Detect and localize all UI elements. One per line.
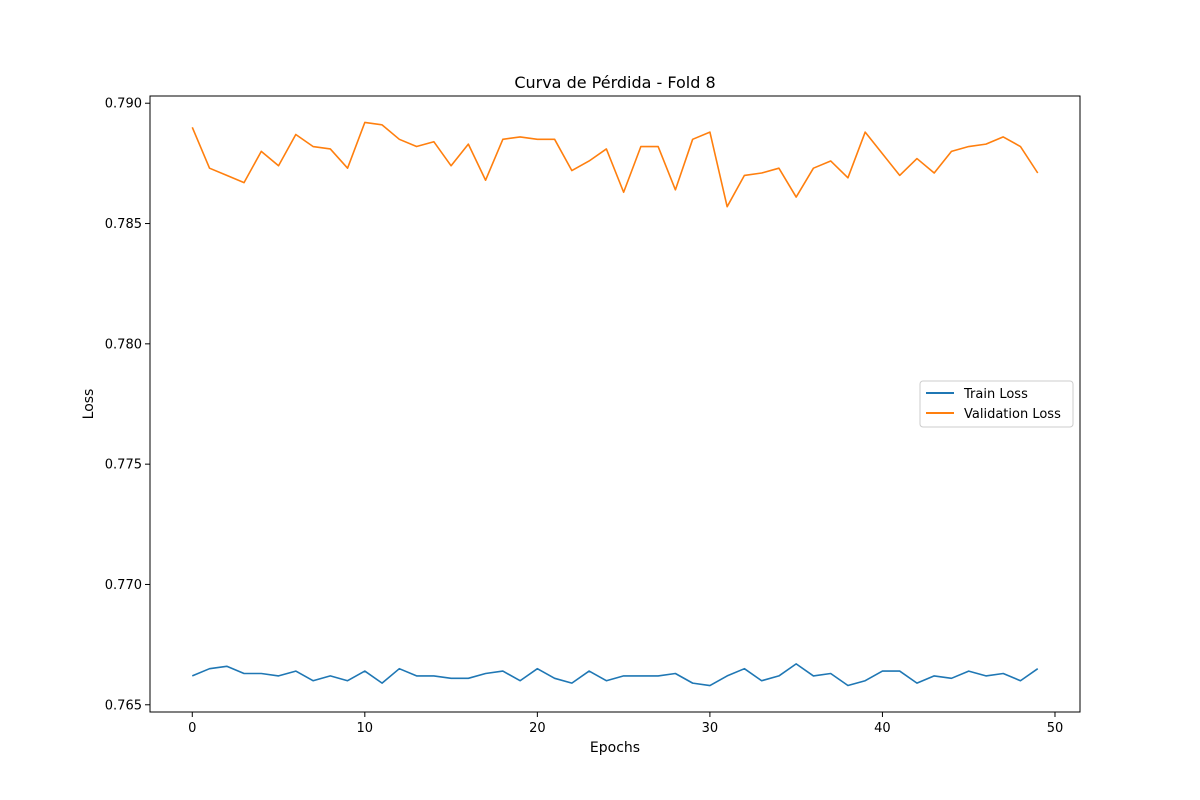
- x-tick-label: 20: [529, 721, 546, 736]
- series-line-validation-loss: [191, 121, 1039, 208]
- y-tick-label: 0.785: [105, 217, 142, 232]
- x-tick-label: 0: [188, 721, 196, 736]
- series-line-train-loss: [191, 663, 1039, 687]
- y-tick-label: 0.770: [105, 578, 142, 593]
- x-tick-label: 10: [357, 721, 374, 736]
- legend: Train Loss Validation Loss: [919, 380, 1074, 428]
- chart-title: Curva de Pérdida - Fold 8: [514, 73, 715, 92]
- legend-label-validation-loss: Validation Loss: [964, 407, 1061, 422]
- series-layer: [191, 121, 1039, 687]
- y-axis-label: Loss: [81, 389, 97, 420]
- y-tick-label: 0.765: [105, 698, 142, 713]
- x-tick-label: 30: [702, 721, 719, 736]
- x-axis: 0 10 20 30 40 50: [188, 712, 1063, 736]
- x-axis-label: Epochs: [590, 740, 640, 756]
- legend-box: [919, 380, 1074, 428]
- y-axis: 0.765 0.770 0.775 0.780 0.785 0.790: [105, 97, 150, 713]
- y-tick-label: 0.775: [105, 458, 142, 473]
- y-tick-label: 0.780: [105, 337, 142, 352]
- legend-label-train-loss: Train Loss: [963, 387, 1028, 402]
- x-tick-label: 50: [1047, 721, 1064, 736]
- x-tick-label: 40: [874, 721, 891, 736]
- y-tick-label: 0.790: [105, 97, 142, 112]
